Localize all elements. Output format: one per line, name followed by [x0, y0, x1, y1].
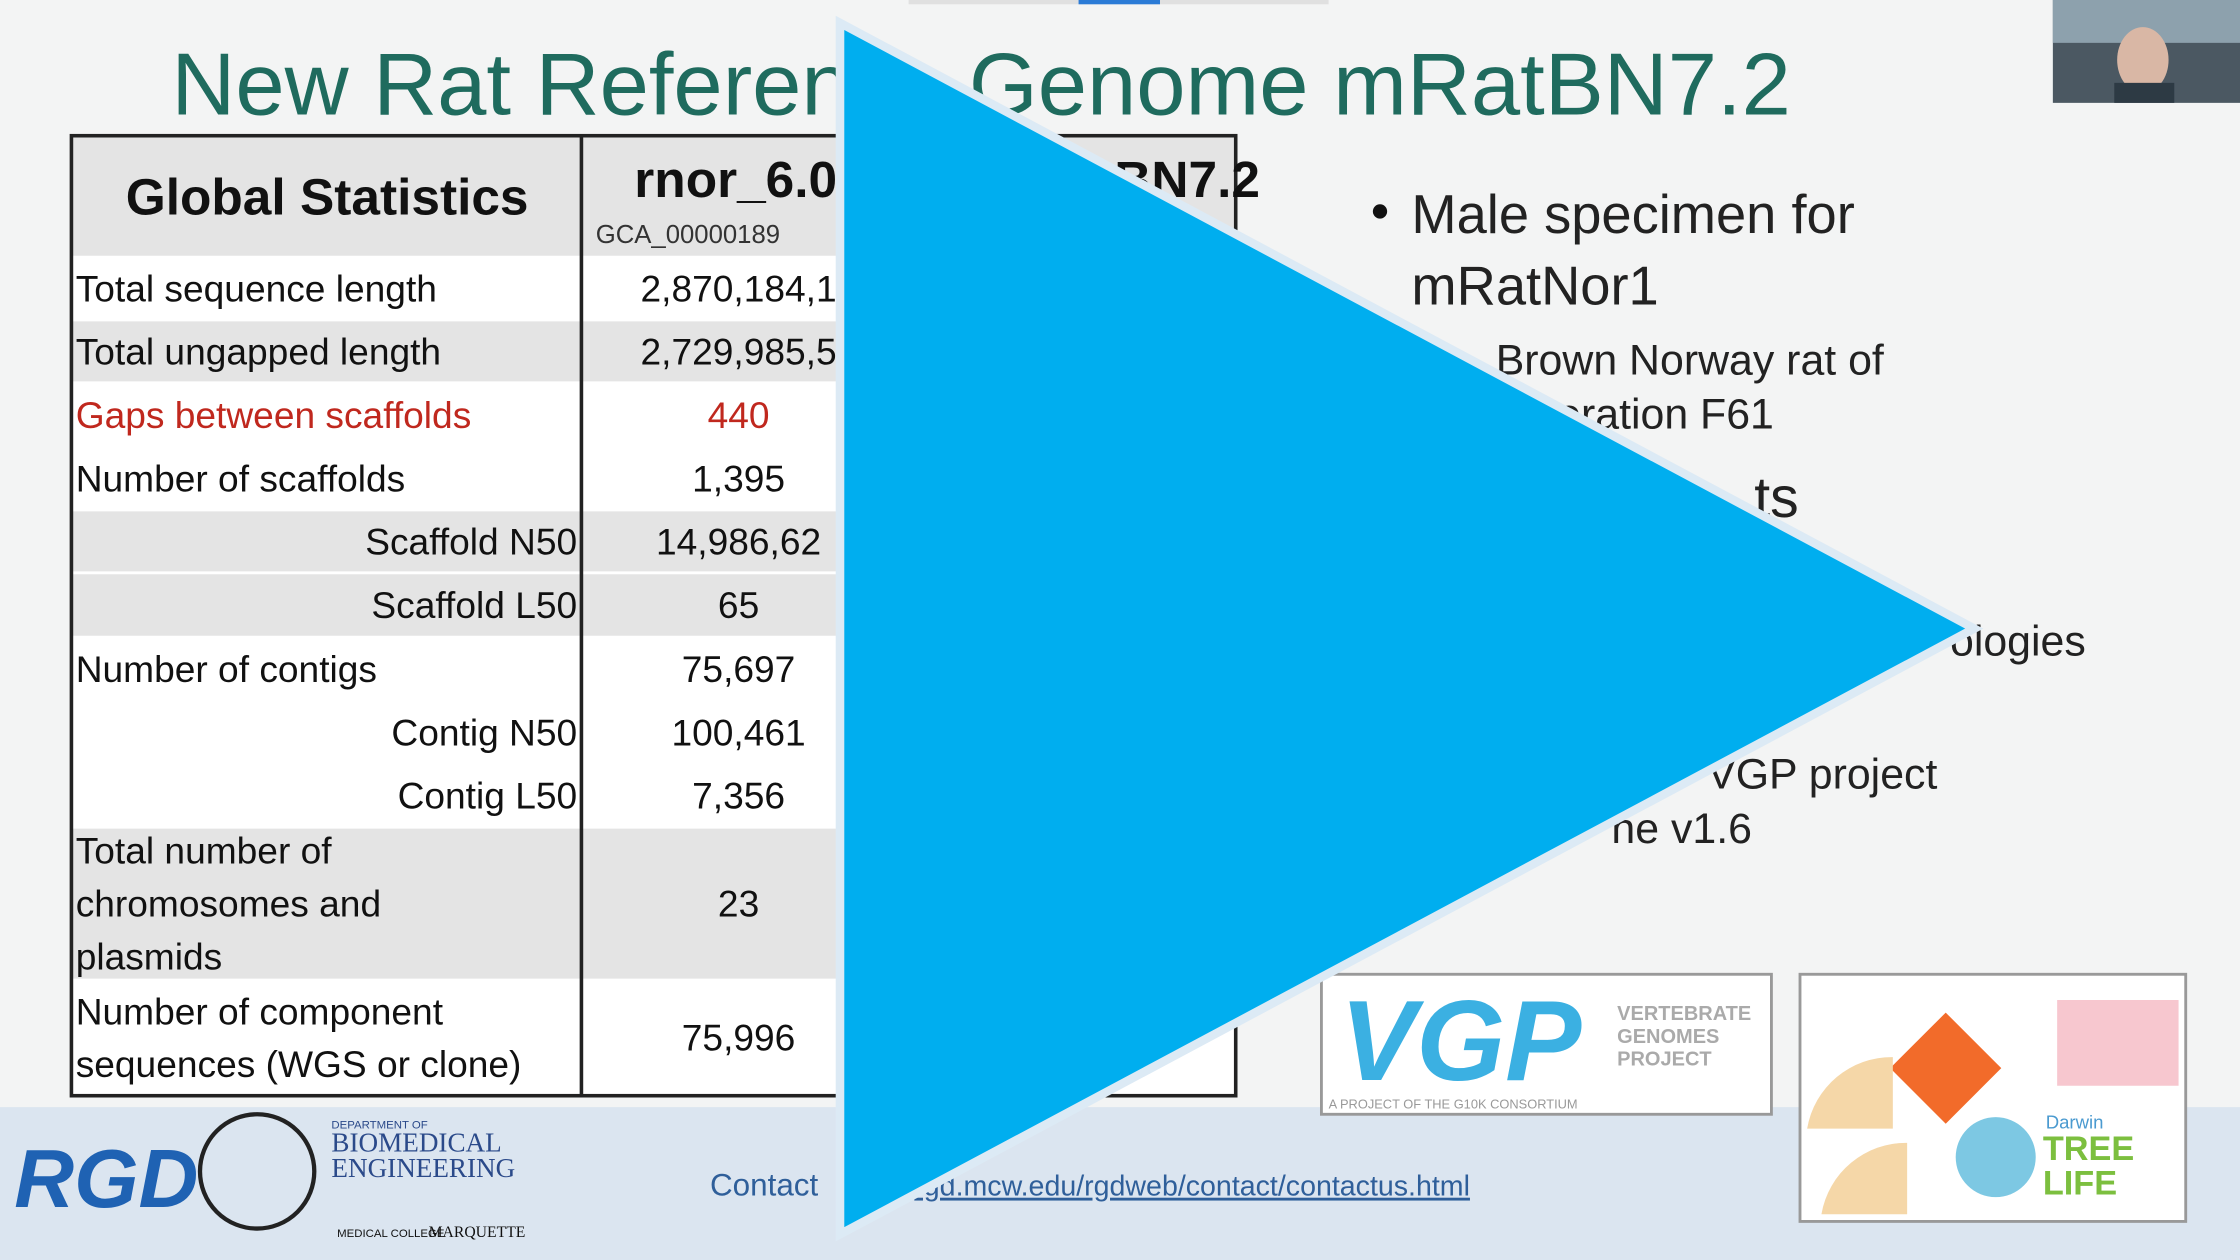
row-value: 2,870,184,1: [641, 267, 837, 309]
row-label: Contig L50: [398, 775, 578, 817]
table-header: Global Statistics: [126, 167, 529, 225]
row-label: Total ungapped length: [76, 330, 441, 372]
dtol-shape: [1955, 1117, 2036, 1198]
bullet-dot: [1372, 204, 1388, 219]
vgp-logo-text: VERTEBRATE: [1617, 1003, 1751, 1025]
vgp-logo-tagline: A PROJECT OF THE G10K CONSORTIUM: [1329, 1097, 1578, 1112]
row-value: 14,986,62: [656, 520, 821, 562]
dtol-shape: [1890, 1012, 2002, 1124]
bullet-text: Brown Norway rat of: [1496, 336, 1884, 384]
bullet-text: mRatNor1: [1411, 255, 1658, 316]
contact-label: Contact: [710, 1168, 819, 1203]
row-value: 65: [718, 584, 759, 626]
row-value: 7,356: [692, 775, 785, 817]
webcam-body: [2114, 82, 2175, 103]
table-header-sub: GCA_00000189: [596, 221, 780, 249]
vgp-logo-box: [1320, 972, 1773, 1116]
play-button[interactable]: [835, 15, 1984, 1242]
row-label: Scaffold L50: [371, 584, 577, 626]
rgd-logo: RGD: [14, 1132, 198, 1225]
row-label: Gaps between scaffolds: [76, 394, 472, 436]
row-label: Contig N50: [391, 712, 577, 754]
row-label: sequences (WGS or clone): [76, 1043, 522, 1085]
row-value: 75,697: [682, 648, 796, 690]
dtol-shape: [2057, 1000, 2179, 1086]
dtol-text: LIFE: [2043, 1164, 2117, 1202]
row-label: Total sequence length: [76, 267, 437, 309]
dtol-shape: [1807, 1057, 1893, 1129]
marquette-logo-text: MARQUETTE: [429, 1224, 526, 1241]
bullet-text: Male specimen for: [1411, 184, 1854, 245]
row-value: 75,996: [682, 1017, 796, 1059]
dtol-shape: [1821, 1142, 1908, 1215]
bullet-text: VGP project: [1707, 751, 1937, 799]
row-label: chromosomes and: [76, 882, 381, 924]
vgp-logo-mark: VGP: [1340, 978, 1582, 1105]
bme-logo-text: DEPARTMENT OF: [331, 1120, 427, 1132]
row-label: Number of scaffolds: [76, 457, 405, 499]
bme-logo-text: ENGINEERING: [331, 1153, 515, 1183]
row-value: 1,395: [692, 457, 785, 499]
row-value: 440: [708, 394, 770, 436]
row-label: Number of component: [76, 990, 444, 1032]
mcw-logo-text: MEDICAL COLLEGE: [337, 1228, 445, 1240]
mascot: [197, 1112, 317, 1231]
row-label: Scaffold N50: [365, 520, 577, 562]
bme-logo-text: BIOMEDICAL: [331, 1127, 501, 1157]
row-value: 100,461: [671, 712, 805, 754]
contact-url[interactable]: rgd.mcw.edu/rgdweb/contact/contactus.htm…: [914, 1171, 1470, 1203]
row-value: 23: [718, 882, 759, 924]
vgp-logo-text: GENOMES: [1617, 1026, 1719, 1048]
dtol-text: TREE: [2043, 1130, 2134, 1168]
table-header: rnor_6.0: [634, 150, 837, 208]
row-label: Number of contigs: [76, 648, 377, 690]
vgp-logo-text: PROJECT: [1617, 1049, 1711, 1071]
row-value: 2,729,985,5: [641, 330, 837, 372]
dtol-text: Darwin: [2046, 1112, 2104, 1133]
row-label: Total number of: [76, 830, 333, 872]
webcam-face: [2117, 27, 2169, 93]
top-bar-active: [1078, 0, 1160, 5]
row-label: plasmids: [76, 935, 222, 977]
